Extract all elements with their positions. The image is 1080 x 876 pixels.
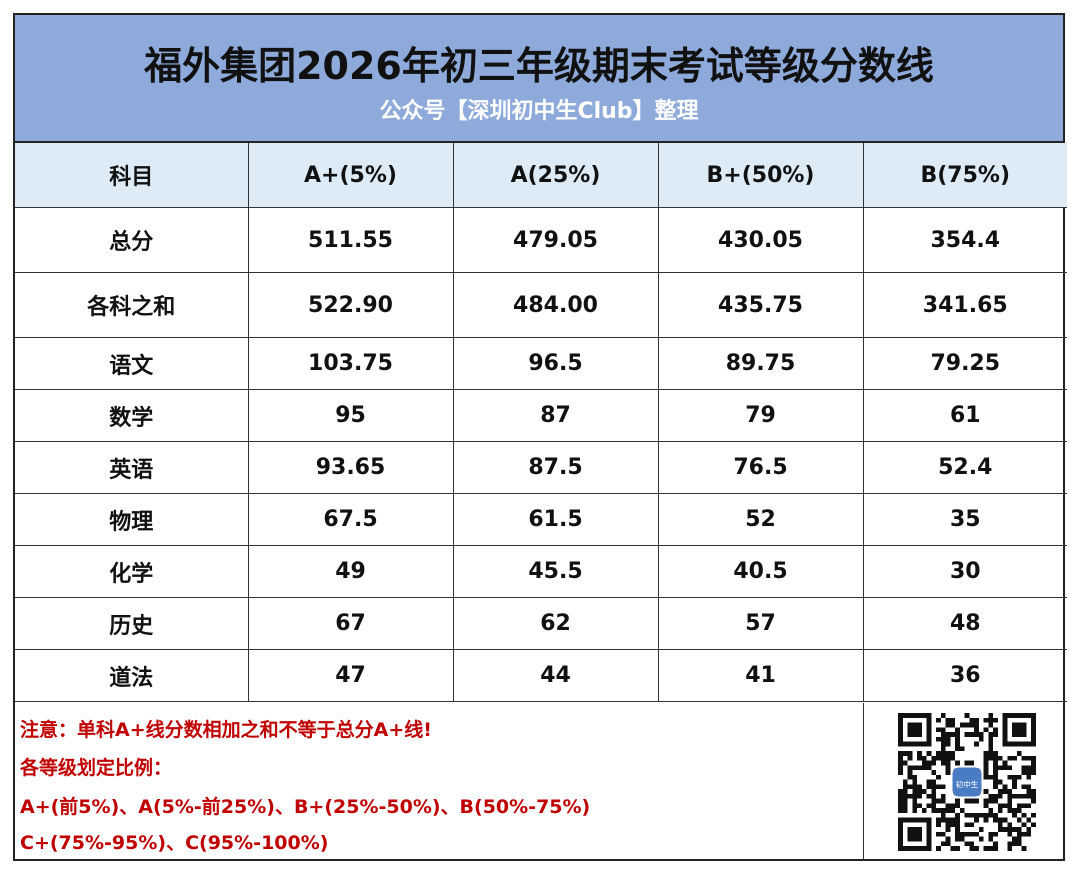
table-row: 语文 103.75 96.5 89.75 79.25 bbox=[15, 337, 1067, 390]
score-cell: 96.5 bbox=[452, 337, 659, 390]
column-header: 科目 bbox=[15, 143, 249, 208]
table-row: 道法 47 44 41 36 bbox=[15, 649, 1067, 702]
score-cell: 61 bbox=[862, 389, 1067, 442]
score-cell: 61.5 bbox=[452, 493, 659, 546]
score-cell: 67 bbox=[247, 597, 454, 650]
score-cell: 49 bbox=[247, 545, 454, 598]
score-cell: 48 bbox=[862, 597, 1067, 650]
score-cell: 41 bbox=[657, 649, 864, 702]
table-row: 历史 67 62 57 48 bbox=[15, 597, 1067, 650]
score-cell: 522.90 bbox=[247, 272, 454, 338]
column-header: B+(50%) bbox=[657, 143, 864, 208]
score-cell: 479.05 bbox=[452, 207, 659, 273]
score-cell: 35 bbox=[862, 493, 1067, 546]
column-header: A+(5%) bbox=[247, 143, 454, 208]
page-title: 福外集团2026年初三年级期末考试等级分数线 bbox=[144, 44, 934, 88]
score-cell: 341.65 bbox=[862, 272, 1067, 338]
table-row: 物理 67.5 61.5 52 35 bbox=[15, 493, 1067, 546]
column-header: B(75%) bbox=[862, 143, 1067, 208]
table-row: 数学 95 87 79 61 bbox=[15, 389, 1067, 442]
note-ratio-heading: 各等级划定比例： bbox=[20, 757, 173, 779]
score-cell: 76.5 bbox=[657, 441, 864, 494]
note-ratio-line-2: C+(75%-95%)、C(95%-100%) bbox=[20, 832, 329, 854]
score-cell: 44 bbox=[452, 649, 659, 702]
score-cell: 89.75 bbox=[657, 337, 864, 390]
subject-cell: 化学 bbox=[15, 545, 249, 598]
table-header-row: 科目 A+(5%) A(25%) B+(50%) B(75%) bbox=[15, 143, 1067, 208]
subject-cell: 数学 bbox=[15, 389, 249, 442]
score-cell: 52.4 bbox=[862, 441, 1067, 494]
score-cell: 354.4 bbox=[862, 207, 1067, 273]
score-cell: 62 bbox=[452, 597, 659, 650]
qr-center-logo bbox=[952, 767, 982, 797]
subject-cell: 总分 bbox=[15, 207, 249, 273]
subject-cell: 物理 bbox=[15, 493, 249, 546]
score-cell: 93.65 bbox=[247, 441, 454, 494]
subject-cell: 各科之和 bbox=[15, 272, 249, 338]
column-header: A(25%) bbox=[452, 143, 659, 208]
score-cell: 45.5 bbox=[452, 545, 659, 598]
subject-cell: 道法 bbox=[15, 649, 249, 702]
qr-cell: 初中生 bbox=[863, 703, 1065, 861]
score-cell: 484.00 bbox=[452, 272, 659, 338]
score-cell: 430.05 bbox=[657, 207, 864, 273]
score-cell: 30 bbox=[862, 545, 1067, 598]
subject-cell: 历史 bbox=[15, 597, 249, 650]
score-cell: 79 bbox=[657, 389, 864, 442]
subject-cell: 英语 bbox=[15, 441, 249, 494]
score-cell: 52 bbox=[657, 493, 864, 546]
score-cell: 87.5 bbox=[452, 441, 659, 494]
note-warning: 注意：单科A+线分数相加之和不等于总分A+线! bbox=[20, 719, 432, 741]
table-row: 化学 49 45.5 40.5 30 bbox=[15, 545, 1067, 598]
title-block: 福外集团2026年初三年级期末考试等级分数线 公众号【深圳初中生Club】整理 bbox=[15, 15, 1063, 143]
table-row: 各科之和 522.90 484.00 435.75 341.65 bbox=[15, 272, 1067, 338]
grade-sheet: 福外集团2026年初三年级期末考试等级分数线 公众号【深圳初中生Club】整理 … bbox=[13, 13, 1067, 861]
score-cell: 435.75 bbox=[657, 272, 864, 338]
score-cell: 36 bbox=[862, 649, 1067, 702]
table-row: 英语 93.65 87.5 76.5 52.4 bbox=[15, 441, 1067, 494]
qr-code-icon: 初中生 bbox=[898, 713, 1036, 851]
score-cell: 95 bbox=[247, 389, 454, 442]
notes-block: 注意：单科A+线分数相加之和不等于总分A+线! 各等级划定比例： A+(前5%)… bbox=[15, 703, 863, 861]
score-cell: 511.55 bbox=[247, 207, 454, 273]
score-cell: 57 bbox=[657, 597, 864, 650]
score-cell: 67.5 bbox=[247, 493, 454, 546]
score-cell: 87 bbox=[452, 389, 659, 442]
qr-center-label: 初中生 bbox=[956, 779, 979, 789]
grade-table: 科目 A+(5%) A(25%) B+(50%) B(75%) 总分 511.5… bbox=[15, 143, 1067, 702]
page-subtitle: 公众号【深圳初中生Club】整理 bbox=[379, 99, 699, 124]
subject-cell: 语文 bbox=[15, 337, 249, 390]
score-cell: 103.75 bbox=[247, 337, 454, 390]
score-cell: 40.5 bbox=[657, 545, 864, 598]
note-ratio-line-1: A+(前5%)、A(5%-前25%)、B+(25%-50%)、B(50%-75%… bbox=[20, 796, 591, 818]
score-cell: 79.25 bbox=[862, 337, 1067, 390]
table-row: 总分 511.55 479.05 430.05 354.4 bbox=[15, 207, 1067, 273]
score-cell: 47 bbox=[247, 649, 454, 702]
